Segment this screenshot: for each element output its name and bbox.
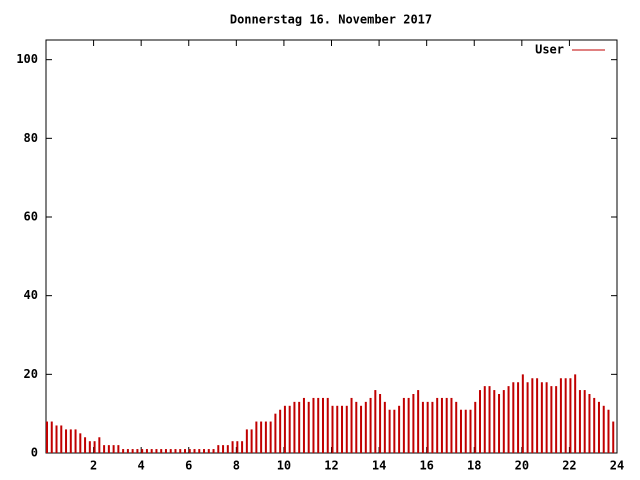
x-tick-label: 8 <box>233 459 240 473</box>
x-tick-label: 20 <box>515 459 529 473</box>
y-tick-label: 100 <box>16 52 38 66</box>
chart-title: Donnerstag 16. November 2017 <box>230 13 432 27</box>
x-tick-label: 6 <box>185 459 192 473</box>
x-tick-label: 16 <box>419 459 433 473</box>
x-tick-label: 18 <box>467 459 481 473</box>
x-tick-label: 12 <box>324 459 338 473</box>
y-tick-label: 60 <box>24 210 38 224</box>
x-tick-label: 4 <box>138 459 145 473</box>
x-tick-label: 10 <box>277 459 291 473</box>
x-tick-label: 2 <box>90 459 97 473</box>
y-tick-label: 80 <box>24 131 38 145</box>
legend-label: User <box>535 43 564 57</box>
y-tick-label: 0 <box>31 446 38 460</box>
y-tick-label: 20 <box>24 367 38 381</box>
y-tick-label: 40 <box>24 288 38 302</box>
x-tick-label: 24 <box>610 459 624 473</box>
x-tick-label: 22 <box>562 459 576 473</box>
x-tick-label: 14 <box>372 459 386 473</box>
